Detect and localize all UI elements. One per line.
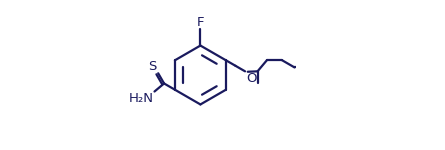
Text: O: O <box>246 72 256 85</box>
Text: S: S <box>148 60 157 73</box>
Text: H₂N: H₂N <box>129 92 154 105</box>
Text: F: F <box>197 16 204 29</box>
